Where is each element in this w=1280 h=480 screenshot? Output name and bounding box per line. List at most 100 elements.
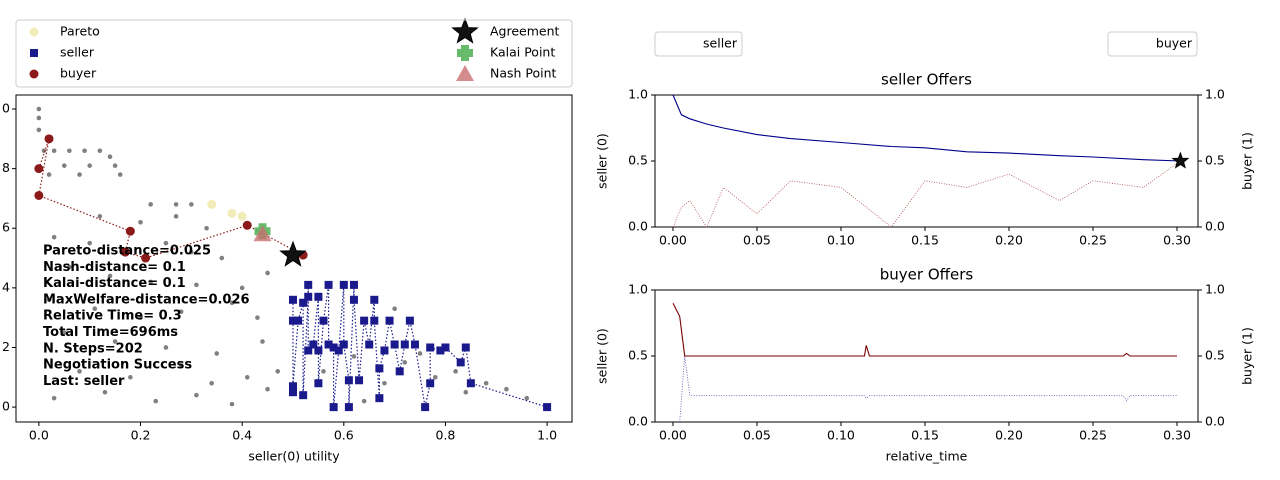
outcome-point (112, 163, 118, 168)
seller-offer (329, 343, 338, 352)
y-tick-label: 1.0 (628, 282, 648, 297)
seller-offer (314, 379, 323, 388)
outcome-point (275, 369, 281, 374)
offer-line (672, 302, 1177, 357)
seller-offer (421, 403, 430, 412)
seller-offer (349, 280, 358, 289)
seller-offer (304, 280, 313, 289)
y-tick-label: 0.0 (628, 219, 648, 234)
outcome-point (392, 306, 397, 312)
x-tick-label: 0.4 (232, 428, 252, 443)
seller-offer (375, 394, 384, 403)
outcome-point (214, 351, 220, 356)
outcome-point (504, 386, 509, 392)
y-tick-label: 1.0 (628, 87, 648, 102)
seller-offer (314, 346, 323, 355)
x-axis-label: relative_time (886, 449, 968, 464)
legend-label: Agreement (490, 24, 560, 39)
offer-marker (34, 164, 44, 174)
legend-label: buyer (1156, 36, 1193, 51)
y2-tick-label: 0.0 (1205, 414, 1225, 429)
annotation: N. Steps=202 (43, 341, 143, 356)
offer-marker (29, 69, 39, 79)
offer-path (38, 138, 304, 259)
seller-offer (30, 49, 38, 57)
x-tick-label: 0.10 (827, 428, 855, 443)
outcome-point (138, 219, 143, 225)
outcome-point (229, 401, 235, 407)
outcome-point (260, 339, 265, 344)
outcome-point (61, 330, 67, 335)
outcome-point (67, 148, 72, 154)
outcome-point (351, 354, 357, 359)
legend-label: buyer (60, 66, 97, 81)
outcome-point (453, 369, 458, 374)
outcome-point (173, 214, 179, 219)
outcome-point (61, 163, 67, 168)
seller-offer (288, 382, 297, 391)
offer-marker (227, 208, 237, 218)
x-tick-label: 0.30 (1163, 233, 1191, 248)
annotation: Pareto-distance=0.025 (43, 244, 211, 259)
outcome-point (432, 374, 438, 380)
outcome-point (128, 374, 133, 380)
y-tick-label: 0.5 (628, 153, 648, 168)
x-tick-label: 0.2 (131, 428, 151, 443)
outcome-point (163, 345, 169, 350)
x-tick-label: 0.0 (29, 428, 49, 443)
seller-offer (400, 340, 409, 349)
seller-offer (355, 376, 364, 385)
seller-offer (299, 298, 308, 307)
outcome-point (194, 392, 199, 398)
seller-offer (426, 343, 435, 352)
annotation: Last: seller (43, 374, 125, 389)
x-tick-label: 0.00 (659, 428, 687, 443)
seller-offer (299, 391, 308, 400)
annotation: Negotiation Success (43, 358, 192, 373)
outcome-point (87, 163, 92, 168)
outcome-point (265, 270, 270, 276)
seller-offer (461, 343, 470, 352)
outcome-point (138, 315, 143, 320)
outcome-point (244, 374, 250, 380)
y2-axis-label: buyer (1) (1240, 132, 1255, 190)
outcome-point (82, 148, 87, 154)
seller-offer (456, 358, 465, 367)
outcome-point (36, 127, 42, 133)
seller-offer (349, 295, 358, 304)
y-tick-label: 0.0 (628, 414, 648, 429)
offer-marker (242, 220, 252, 230)
outcome-point (178, 309, 184, 315)
x-tick-label: 0.10 (827, 233, 855, 248)
outcome-point (41, 148, 47, 154)
y-tick-label: 2 (2, 339, 10, 354)
annotation: Nash-distance= 0.1 (43, 260, 186, 275)
seller-offer (543, 403, 552, 412)
x-tick-label: 0.6 (334, 428, 354, 443)
outcome-point (189, 202, 194, 207)
y2-axis-label: buyer (1) (1240, 327, 1255, 385)
x-tick-label: 0.30 (1163, 428, 1191, 443)
seller-offer (410, 340, 419, 349)
seller-offer (426, 379, 435, 388)
nash-marker (253, 225, 272, 242)
seller-offer (370, 316, 379, 325)
seller-offer (395, 367, 404, 376)
kalai-marker (457, 45, 473, 61)
y2-tick-label: 1.0 (1205, 282, 1225, 297)
annotation: MaxWelfare-distance=0.026 (43, 292, 250, 307)
outcome-point (36, 115, 42, 121)
seller-offer (334, 346, 343, 355)
outcome-point (51, 234, 57, 240)
y-tick-label: 8 (2, 160, 10, 175)
x-axis-label: seller(0) utility (248, 449, 340, 464)
y-tick-label: 0 (2, 399, 10, 414)
y-tick-label: 6 (2, 220, 10, 235)
outcome-point (97, 148, 103, 154)
outcome-point (107, 154, 113, 160)
y-tick-label: 4 (2, 279, 10, 294)
seller-offer (370, 295, 379, 304)
outcome-point (382, 380, 387, 386)
agreement-marker (279, 240, 307, 267)
